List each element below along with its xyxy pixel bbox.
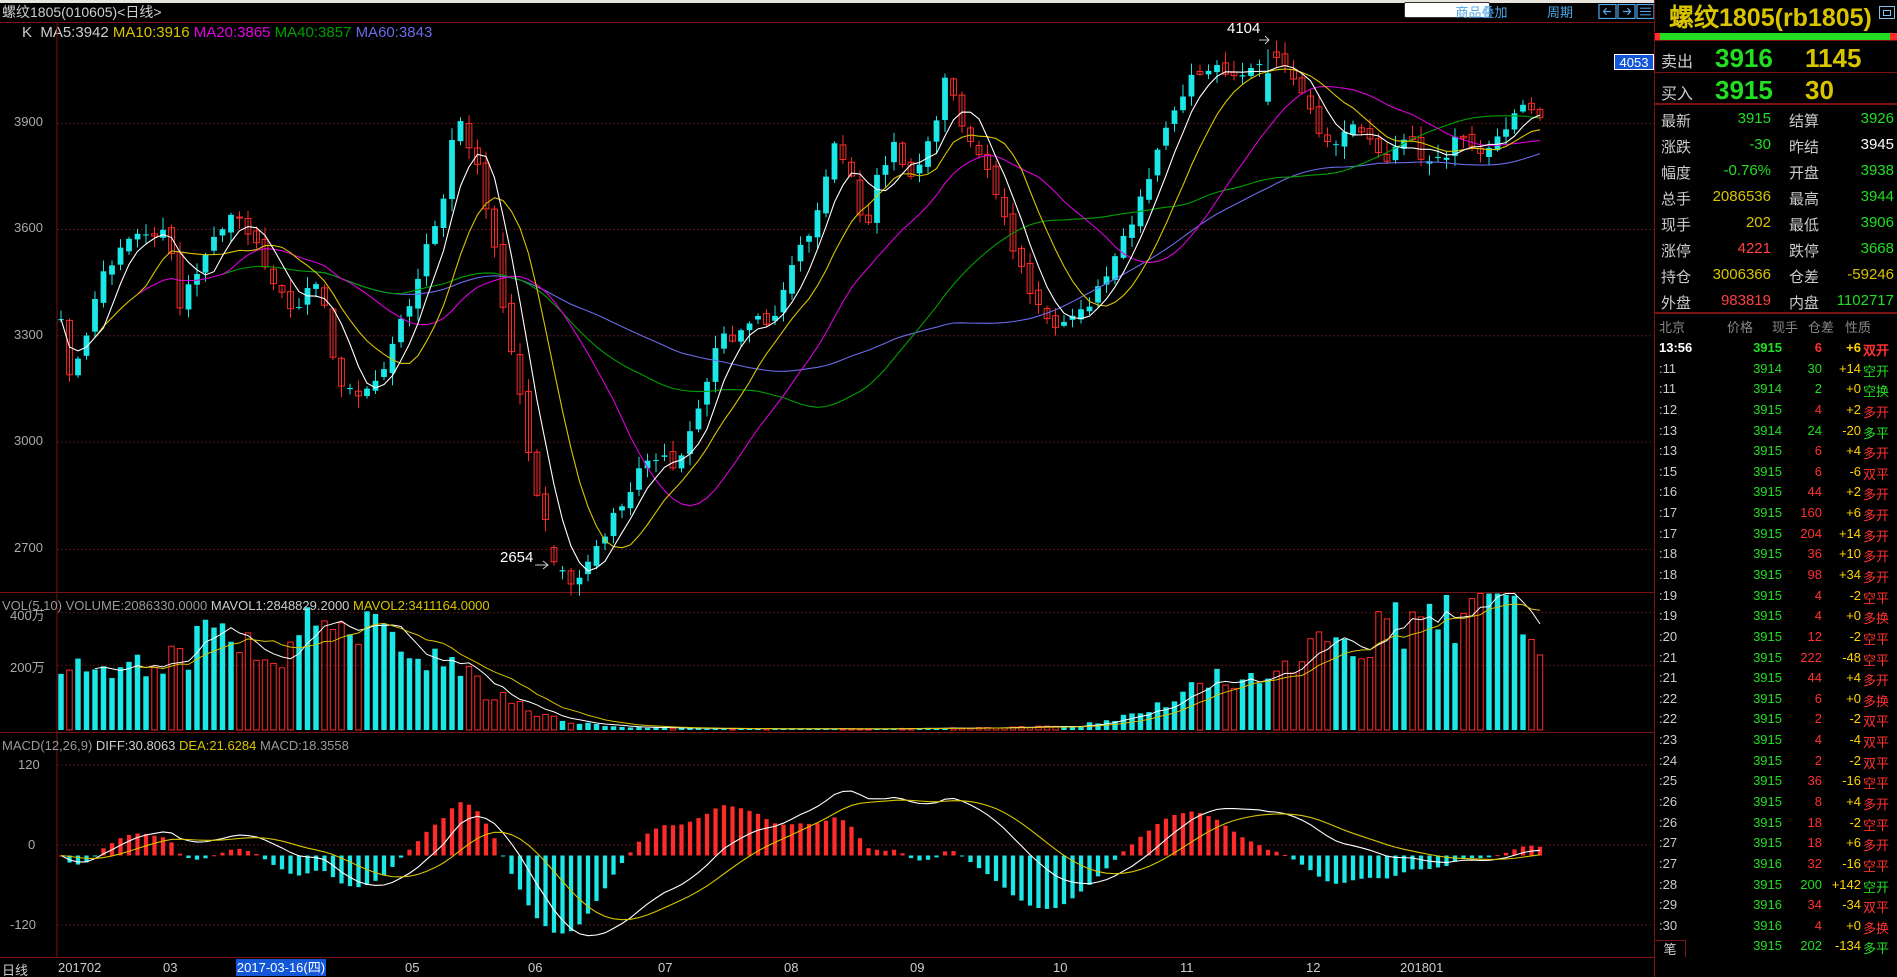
svg-text:4104: 4104 (1227, 20, 1260, 37)
svg-text:2654: 2654 (500, 549, 533, 566)
